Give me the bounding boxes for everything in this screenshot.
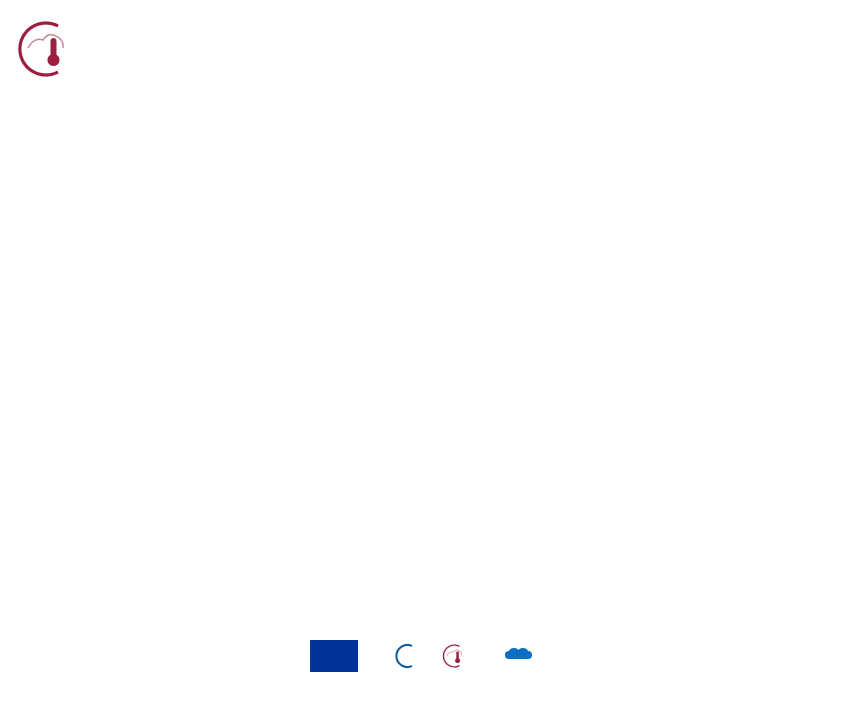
ecmwf-logo xyxy=(498,646,540,666)
c3s-thermometer-logo-icon xyxy=(14,18,76,80)
chart-plot-area xyxy=(0,108,850,608)
chart-footer-logos xyxy=(0,640,850,710)
x-axis-labels xyxy=(0,578,850,618)
y-axis-labels xyxy=(0,108,60,608)
eu-logo xyxy=(310,640,366,672)
eu-flag-icon xyxy=(310,640,358,672)
ecmwf-cloud-icon xyxy=(505,648,532,659)
temperature-anomaly-line-chart xyxy=(0,108,850,608)
c3s-thermometer-small-icon xyxy=(442,644,462,668)
copernicus-logo xyxy=(392,641,415,671)
chart-header xyxy=(0,0,850,108)
c3s-logo xyxy=(441,643,472,669)
copernicus-c-icon xyxy=(395,644,413,668)
